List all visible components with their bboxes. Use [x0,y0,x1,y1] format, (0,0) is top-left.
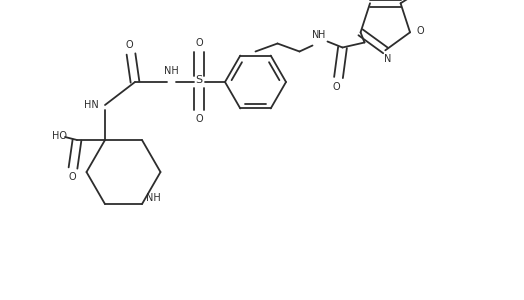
Text: H: H [318,31,325,40]
Text: O: O [195,114,203,124]
Text: O: O [125,40,133,50]
Text: N: N [312,31,320,40]
Text: O: O [416,26,424,36]
Text: NH: NH [163,66,178,76]
Text: NH: NH [146,193,161,203]
Text: O: O [333,82,340,92]
Text: S: S [195,75,203,85]
Text: N: N [384,54,391,64]
Text: HN: HN [84,100,99,110]
Text: O: O [68,172,76,182]
Text: O: O [195,38,203,48]
Text: HO: HO [51,131,67,141]
